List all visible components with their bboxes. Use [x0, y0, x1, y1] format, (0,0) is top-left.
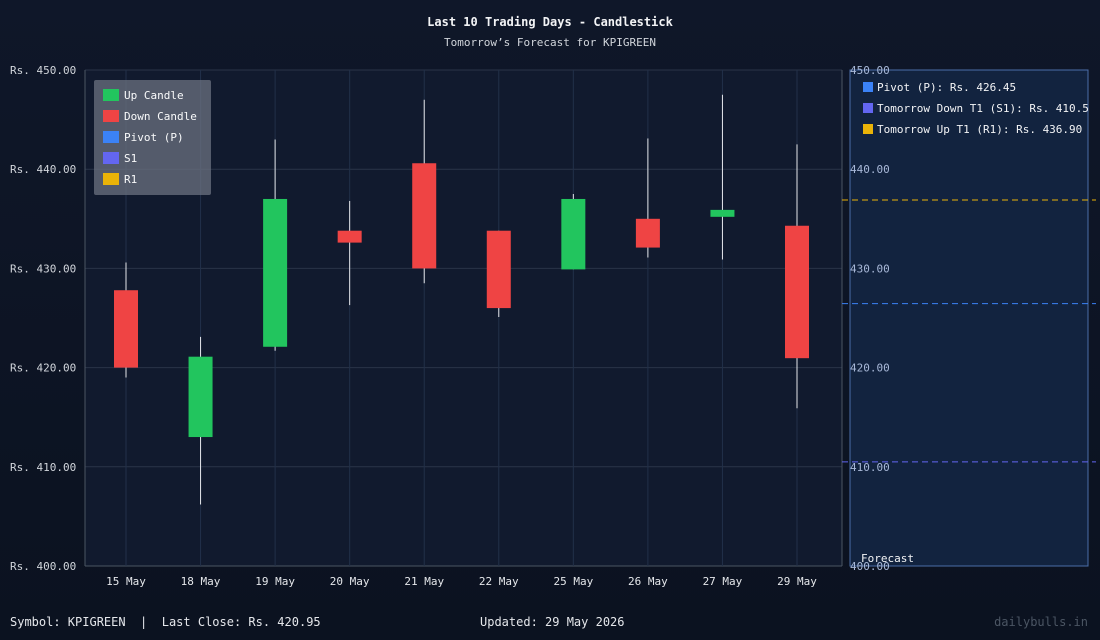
x-tick-label: 20 May	[330, 575, 370, 588]
legend-label: Up Candle	[124, 89, 184, 102]
forecast-panel-label: Forecast	[861, 552, 914, 565]
forecast-entry-label: Tomorrow Up T1 (R1): Rs. 436.90	[877, 123, 1082, 136]
y-tick-label-right: 410.00	[850, 461, 890, 474]
x-tick-label: 27 May	[703, 575, 743, 588]
y-tick-label-right: 400.00	[850, 560, 890, 573]
up-candle	[561, 198, 586, 270]
down-candle	[412, 163, 437, 269]
y-tick-label: Rs. 400.00	[10, 560, 76, 573]
legend-swatch	[103, 89, 119, 101]
x-tick-label: 19 May	[255, 575, 295, 588]
plot-area	[85, 70, 842, 566]
up-candle	[710, 209, 735, 217]
legend-label: S1	[124, 152, 137, 165]
y-tick-label: Rs. 410.00	[10, 461, 76, 474]
y-tick-label-right: 430.00	[850, 262, 890, 275]
footer-watermark: dailybulls.in	[994, 615, 1088, 629]
footer-updated: Updated: 29 May 2026	[480, 615, 625, 629]
chart-title: Last 10 Trading Days - Candlestick	[427, 15, 673, 29]
y-tick-label-right: 440.00	[850, 163, 890, 176]
y-tick-label: Rs. 450.00	[10, 64, 76, 77]
y-tick-label: Rs. 440.00	[10, 163, 76, 176]
down-candle	[486, 230, 511, 309]
forecast-panel	[849, 69, 1089, 567]
footer-symbol-info: Symbol: KPIGREEN | Last Close: Rs. 420.9…	[10, 615, 321, 629]
chart-subtitle: Tomorrow’s Forecast for KPIGREEN	[444, 36, 656, 49]
legend-label: R1	[124, 173, 137, 186]
x-tick-label: 22 May	[479, 575, 519, 588]
x-tick-label: 26 May	[628, 575, 668, 588]
down-candle	[635, 218, 660, 248]
x-tick-label: 25 May	[553, 575, 593, 588]
forecast-entry-swatch	[863, 82, 873, 92]
y-tick-label-right: 450.00	[850, 64, 890, 77]
forecast-entry-swatch	[863, 124, 873, 134]
legend-label: Down Candle	[124, 110, 197, 123]
up-candle	[263, 198, 288, 347]
legend-swatch	[103, 110, 119, 122]
legend-swatch	[103, 173, 119, 185]
down-candle	[337, 230, 362, 243]
legend-box	[94, 80, 211, 195]
x-tick-label: 21 May	[404, 575, 444, 588]
legend-swatch	[103, 152, 119, 164]
y-tick-label-right: 420.00	[850, 362, 890, 375]
forecast-entry-swatch	[863, 103, 873, 113]
y-tick-label: Rs. 420.00	[10, 362, 76, 375]
x-tick-label: 29 May	[777, 575, 817, 588]
forecast-entry-label: Tomorrow Down T1 (S1): Rs. 410.5	[877, 102, 1089, 115]
legend-swatch	[103, 131, 119, 143]
down-candle	[785, 225, 809, 359]
x-tick-label: 18 May	[181, 575, 221, 588]
legend-label: Pivot (P)	[124, 131, 184, 144]
x-tick-label: 15 May	[106, 575, 146, 588]
up-candle	[188, 356, 213, 438]
y-tick-label: Rs. 430.00	[10, 262, 76, 275]
forecast-entry-label: Pivot (P): Rs. 426.45	[877, 81, 1016, 94]
down-candle	[114, 290, 138, 368]
